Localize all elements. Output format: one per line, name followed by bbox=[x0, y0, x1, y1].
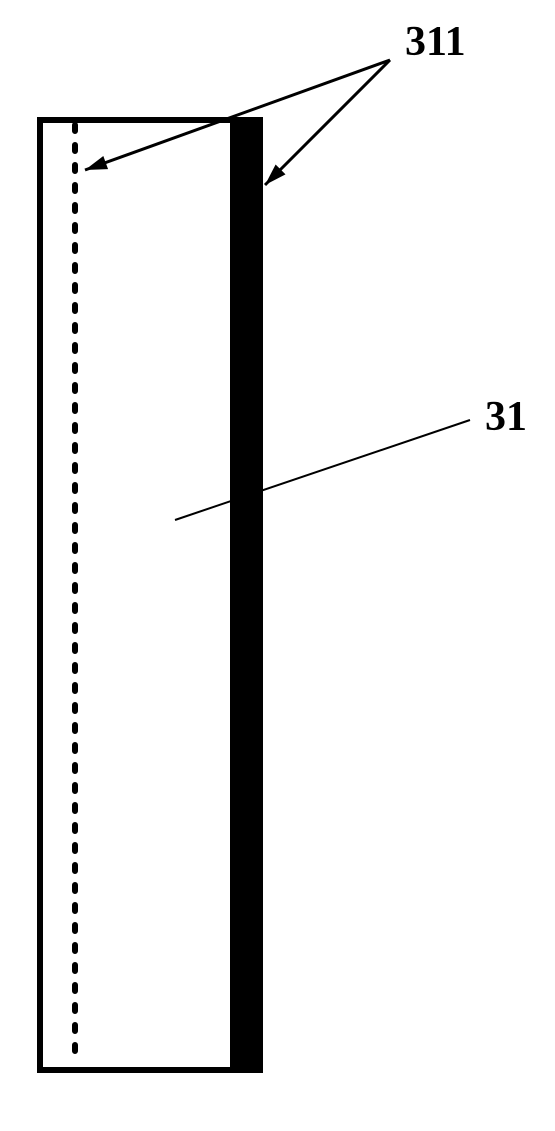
label-311: 311 bbox=[405, 19, 466, 65]
right-strip bbox=[230, 120, 260, 1070]
label-31: 31 bbox=[485, 394, 527, 440]
